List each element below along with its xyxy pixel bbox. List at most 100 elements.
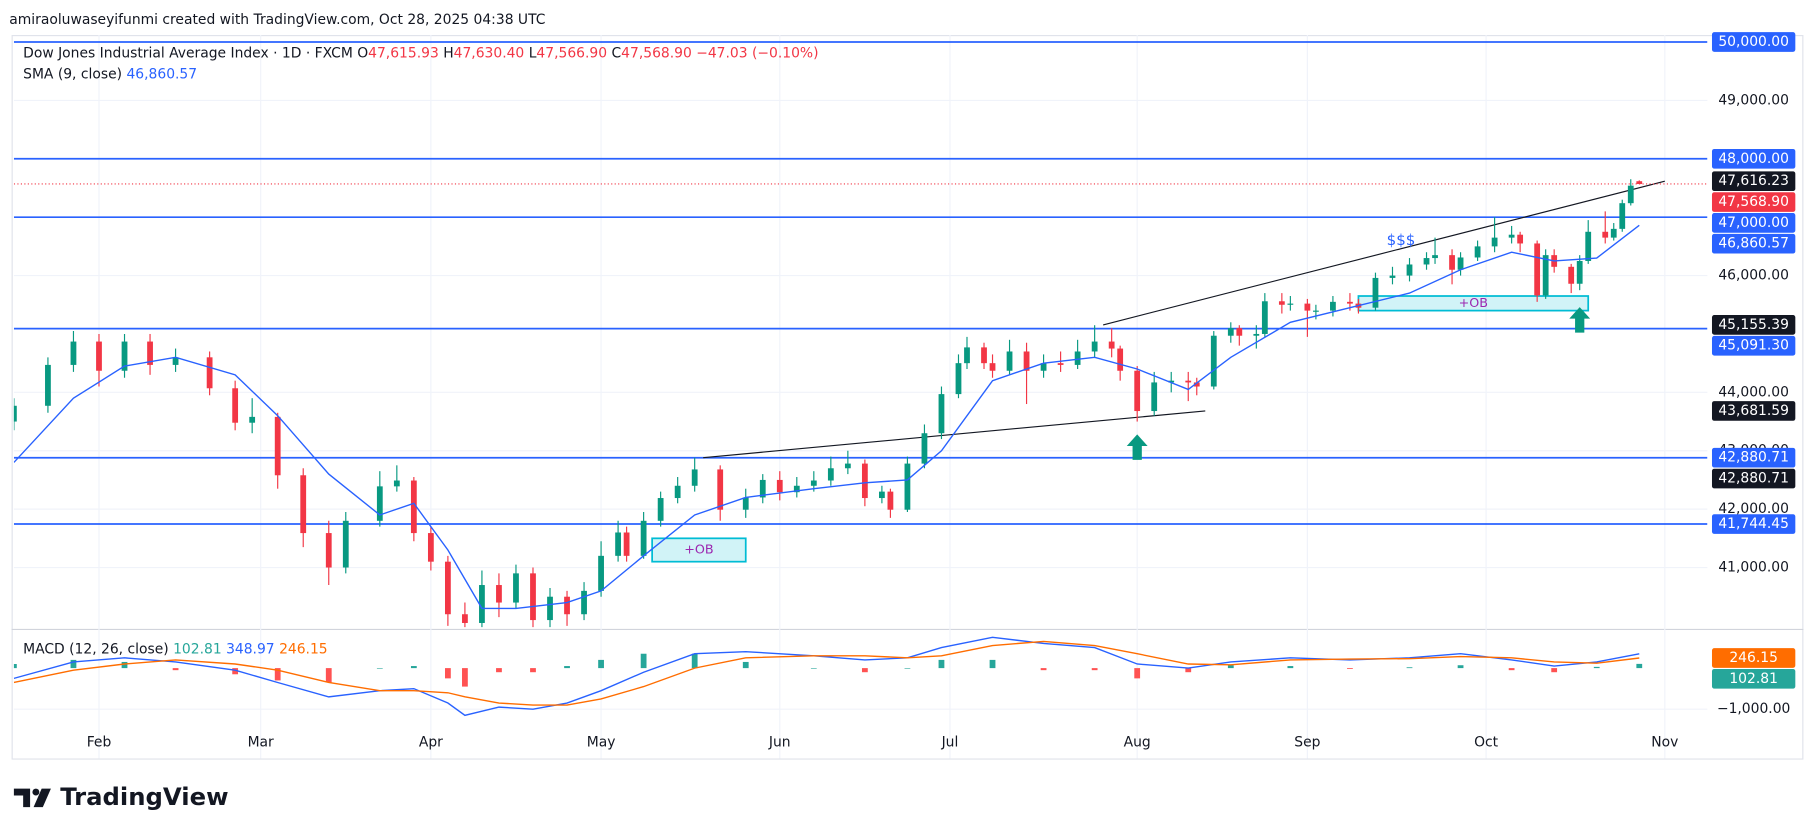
price-label-box: [1711, 32, 1796, 52]
sma-name: SMA (9, close): [23, 66, 122, 82]
signal-value: 246.15: [279, 642, 328, 658]
macd-histogram-bar: [1185, 668, 1192, 673]
candle-body: [1568, 266, 1575, 284]
candle-body: [717, 469, 724, 510]
candle-body: [674, 485, 681, 499]
candle-body: [887, 491, 894, 510]
macd-histogram-bar: [13, 664, 17, 669]
candle-body: [1347, 301, 1353, 304]
y-tick-label: 42,000.00: [1718, 501, 1789, 517]
candle-body: [1304, 303, 1311, 311]
candle-body: [1491, 237, 1498, 247]
x-tick-label: Mar: [248, 734, 274, 750]
candle-body: [640, 520, 647, 556]
macd-histogram-bar: [1287, 666, 1294, 669]
macd-histogram-bar: [1134, 668, 1141, 679]
axes: 41,000.0042,000.0043,000.0044,000.0046,0…: [87, 32, 1796, 750]
legend-title: Dow Jones Industrial Average Index · 1D …: [23, 46, 353, 62]
candle-body: [1508, 234, 1515, 238]
candle-body: [1636, 181, 1643, 184]
candle-body: [1006, 351, 1013, 371]
price-label-box: [1711, 514, 1796, 534]
macd-histogram-bar: [598, 659, 604, 669]
ohlc-value: 47,630.40: [454, 46, 525, 62]
candle-body: [904, 463, 911, 510]
candle-body: [325, 533, 332, 568]
candle-body: [1406, 264, 1413, 276]
x-tick-label: Feb: [87, 734, 112, 750]
candle-body: [1602, 231, 1609, 238]
candle-body: [1091, 341, 1098, 352]
change: −47.03: [696, 46, 747, 62]
macd-histogram-bar: [691, 653, 698, 669]
candle-body: [861, 463, 868, 499]
candle-body: [844, 463, 851, 469]
candle-body: [1261, 301, 1268, 334]
candle-body: [1432, 255, 1438, 259]
candle-body: [657, 498, 664, 521]
candle-body: [1236, 328, 1243, 336]
candle-body: [376, 486, 383, 521]
macd-histogram-bar: [989, 659, 996, 669]
ohlc-key: L: [529, 46, 537, 62]
price-label: 45,155.39: [1718, 317, 1789, 333]
candle-body: [1117, 348, 1124, 371]
macd-axis-label: 102.81: [1729, 671, 1778, 687]
candle-body: [479, 585, 485, 623]
candle-body: [1330, 301, 1336, 311]
ohlc-value: 47,568.90: [621, 46, 692, 62]
candle-body: [921, 433, 928, 464]
macd-histogram-bar: [444, 668, 451, 679]
candle-body: [1168, 380, 1175, 383]
macd-histogram-bar: [1091, 668, 1098, 671]
x-tick-label: Apr: [419, 734, 443, 750]
candle-body: [1576, 260, 1583, 284]
sma-value: 46,860.57: [126, 66, 197, 82]
candle-body: [410, 480, 417, 534]
price-label-box: [1711, 335, 1796, 356]
candle-body: [1619, 203, 1626, 229]
candle-body: [1542, 255, 1549, 296]
macd-histogram-bar: [1508, 668, 1515, 671]
candle-body: [1040, 363, 1047, 371]
candle-body: [827, 468, 834, 481]
candle-body: [1610, 228, 1617, 238]
macd-histogram-bar: [1347, 668, 1353, 669]
grid: [13, 35, 1708, 759]
candle-body: [581, 590, 587, 615]
ohlc-key: H: [443, 46, 453, 62]
candle-body: [147, 341, 153, 365]
candle-body: [1253, 333, 1260, 336]
y-tick-label: 41,000.00: [1718, 560, 1789, 576]
candle-body: [172, 357, 179, 365]
price-label: 42,880.71: [1718, 471, 1789, 487]
price-label-box: [1711, 315, 1796, 335]
candle-body: [981, 347, 987, 364]
price-label-box: [1711, 401, 1796, 421]
candle-body: [598, 555, 604, 591]
macd-histogram-bar: [376, 668, 383, 669]
candle-body: [938, 394, 945, 434]
price-label-box: [1711, 468, 1796, 489]
signal-line: [13, 640, 1640, 706]
candle-body: [1585, 231, 1592, 261]
macd-label-box: [1711, 668, 1796, 689]
sma-line: [13, 224, 1640, 610]
y-tick-label: 46,000.00: [1718, 268, 1789, 284]
macd-histogram-bar: [530, 668, 536, 673]
x-tick-label: Sep: [1294, 734, 1320, 750]
price-label: 41,744.45: [1718, 516, 1789, 532]
candle-body: [615, 532, 621, 556]
price-label: 43,681.59: [1718, 403, 1789, 419]
candle-body: [1023, 351, 1030, 371]
candle-body: [1287, 303, 1294, 305]
macd-legend: MACD (12, 26, close) 102.81 348.97 246.1…: [23, 642, 327, 658]
candle-body: [776, 479, 783, 493]
chart-frame: [11, 35, 1804, 760]
candle-body: [964, 347, 970, 364]
price-label-box: [1711, 171, 1796, 192]
candle-body: [1074, 351, 1081, 365]
arrow: [1569, 307, 1591, 333]
